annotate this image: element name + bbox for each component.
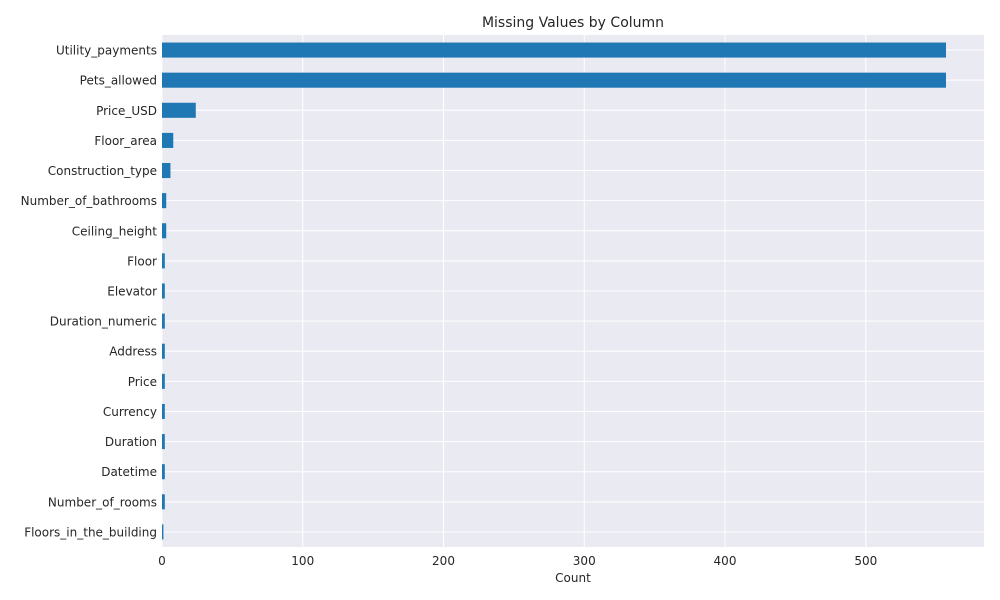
y-tick-label: Construction_type [48, 164, 157, 178]
bar-floors-in-the-building [162, 524, 164, 540]
bar-floor-area [162, 132, 174, 148]
chart-title: Missing Values by Column [482, 15, 664, 31]
x-tick-label: 100 [291, 554, 314, 568]
y-tick-label: Price_USD [96, 104, 157, 118]
bar-currency [162, 403, 165, 419]
bars [162, 42, 946, 540]
bar-number-of-rooms [162, 494, 165, 510]
bar-duration [162, 434, 165, 450]
x-tick-label: 500 [854, 554, 877, 568]
y-tick-label: Number_of_bathrooms [21, 194, 157, 208]
x-tick-labels: 0 100 200 300 400 500 [158, 554, 877, 568]
x-tick-label: 0 [158, 554, 166, 568]
y-tick-label: Datetime [101, 465, 157, 479]
y-tick-label: Floors_in_the_building [24, 525, 157, 539]
y-tick-label: Number_of_rooms [48, 495, 157, 509]
y-tick-label: Ceiling_height [72, 224, 158, 238]
bar-duration-numeric [162, 313, 165, 329]
y-tick-label: Currency [103, 405, 157, 419]
x-tick-label: 200 [432, 554, 455, 568]
grid-lines [161, 35, 984, 547]
x-tick-label: 400 [714, 554, 737, 568]
y-tick-label: Floor [127, 254, 157, 268]
bar-elevator [162, 283, 165, 299]
bar-floor [162, 253, 165, 269]
y-tick-labels: Utility_payments Pets_allowed Price_USD Flo… [21, 44, 158, 540]
y-tick-label: Pets_allowed [80, 74, 157, 88]
y-tick-label: Floor_area [94, 134, 157, 148]
y-tick-label: Address [109, 345, 157, 359]
y-tick-label: Utility_payments [56, 44, 157, 58]
bar-pets-allowed [162, 72, 946, 88]
bar-ceiling-height [162, 223, 167, 239]
y-tick-label: Price [128, 375, 157, 389]
bar-address [162, 343, 165, 359]
bar-price [162, 373, 165, 389]
y-tick-label: Duration_numeric [50, 315, 157, 329]
x-tick-label: 300 [573, 554, 596, 568]
bar-datetime [162, 464, 165, 480]
y-tick-label: Duration [105, 435, 157, 449]
x-axis-label: Count [555, 571, 591, 585]
y-tick-label: Elevator [107, 285, 157, 299]
bar-number-of-bathrooms [162, 193, 167, 209]
bar-price-usd [162, 102, 196, 118]
bar-utility-payments [162, 42, 946, 58]
bar-construction-type [162, 163, 171, 179]
